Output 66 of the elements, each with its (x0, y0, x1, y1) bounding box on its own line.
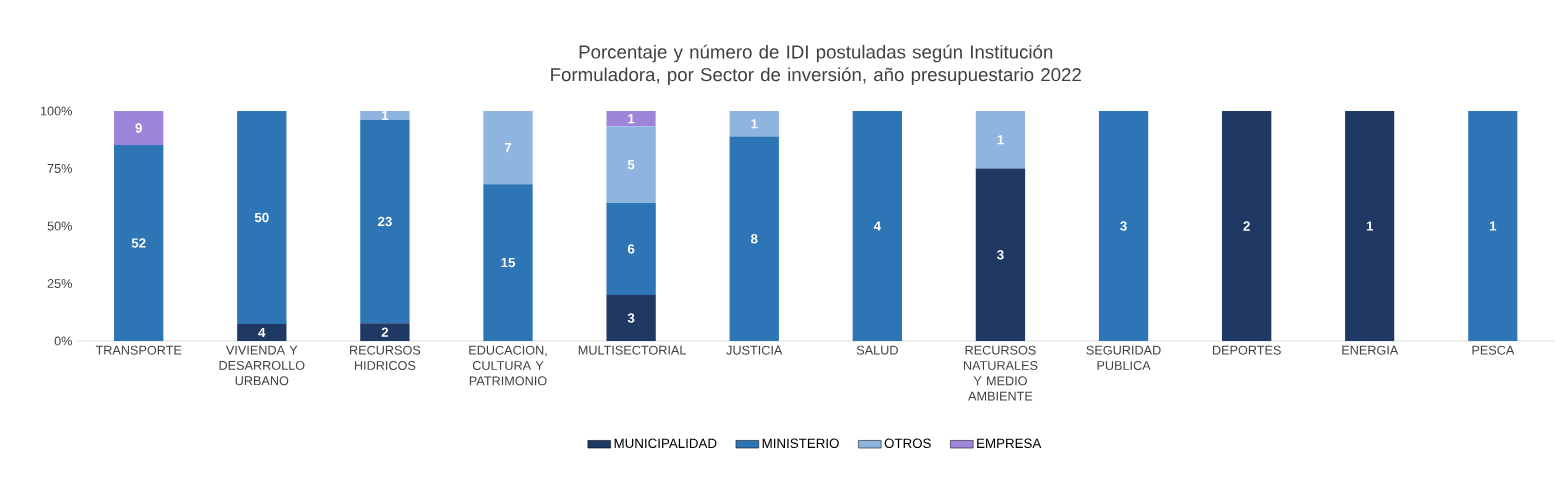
x-tick-label: RECURSOS HIDRICOS (350, 345, 421, 370)
annotation: 1 (382, 110, 389, 120)
annotation: 6 (627, 244, 635, 254)
x-tick-label: TRANSPORTE (95, 345, 182, 355)
bar (483, 110, 533, 185)
annotation: 3 (1120, 221, 1127, 231)
legend-label: MUNICIPALIDAD (614, 438, 717, 449)
annotation: 1 (1490, 221, 1497, 231)
x-tick-label: VIVIENDA Y DESARROLLO URBANO (219, 345, 305, 386)
y-tick-label: 25% (47, 279, 72, 288)
annotation: 2 (381, 327, 389, 337)
bar (606, 202, 656, 295)
bar (1468, 110, 1518, 341)
annotation: 50 (254, 212, 269, 223)
bar (1098, 110, 1149, 341)
bar (1345, 110, 1395, 341)
annotation: 3 (997, 250, 1004, 260)
bar (114, 145, 164, 341)
x-tick-label: SEGURIDAD PUBLICA (1086, 345, 1161, 370)
annotation: 1 (1366, 221, 1374, 231)
bar (606, 110, 656, 127)
legend-label: OTROS (884, 438, 931, 449)
x-tick-label: JUSTICIA (726, 345, 783, 355)
annotation: 1 (997, 135, 1004, 145)
bar (729, 136, 779, 341)
x-tick-label: DEPORTES (1212, 345, 1281, 355)
bar (237, 323, 287, 341)
annotation: 7 (504, 142, 512, 153)
y-tick-label: 75% (47, 164, 72, 173)
bar (360, 110, 410, 120)
annotation: 1 (628, 114, 635, 124)
y-tick-label: 0% (54, 336, 72, 346)
bar (975, 168, 1026, 341)
chart-title: Porcentaje y número de IDI postuladas según Institución Formuladora, por Sector de inversión, año presupuestario 2022 (551, 44, 1081, 85)
annotation: 4 (873, 221, 881, 231)
bar (360, 119, 410, 324)
y-tick-label: 100% (40, 106, 72, 116)
annotation: 52 (131, 238, 146, 248)
annotation: 1 (751, 119, 758, 129)
bar (483, 184, 533, 341)
annotation: 3 (627, 313, 635, 323)
bar (237, 110, 287, 324)
x-tick-label: EDUCACION, CULTURA Y PATRIMONIO (469, 345, 547, 386)
bar (1222, 110, 1272, 341)
bar (114, 110, 164, 146)
x-tick-label: ENERGIA (1342, 345, 1399, 355)
annotation: 15 (501, 257, 516, 268)
annotation: 9 (135, 123, 142, 133)
legend-label: EMPRESA (977, 438, 1042, 449)
annotation: 5 (627, 160, 635, 170)
bar (606, 126, 656, 203)
bar (360, 323, 410, 341)
bar (852, 110, 903, 341)
annotation: 2 (1243, 221, 1250, 231)
x-tick-label: MULTISECTORIAL (578, 345, 686, 355)
bar (606, 294, 656, 341)
legend-label: MINISTERIO (762, 438, 839, 449)
bar (975, 110, 1026, 169)
y-tick-label: 50% (47, 221, 72, 231)
annotation: 8 (750, 234, 758, 244)
annotation: 4 (258, 327, 266, 338)
bar (729, 110, 779, 137)
annotation: 23 (377, 216, 392, 227)
x-tick-label: SALUD (856, 345, 898, 355)
x-tick-label: PESCA (1472, 345, 1515, 355)
x-tick-label: RECURSOS NATURALES Y MEDIO AMBIENTE (963, 345, 1038, 401)
